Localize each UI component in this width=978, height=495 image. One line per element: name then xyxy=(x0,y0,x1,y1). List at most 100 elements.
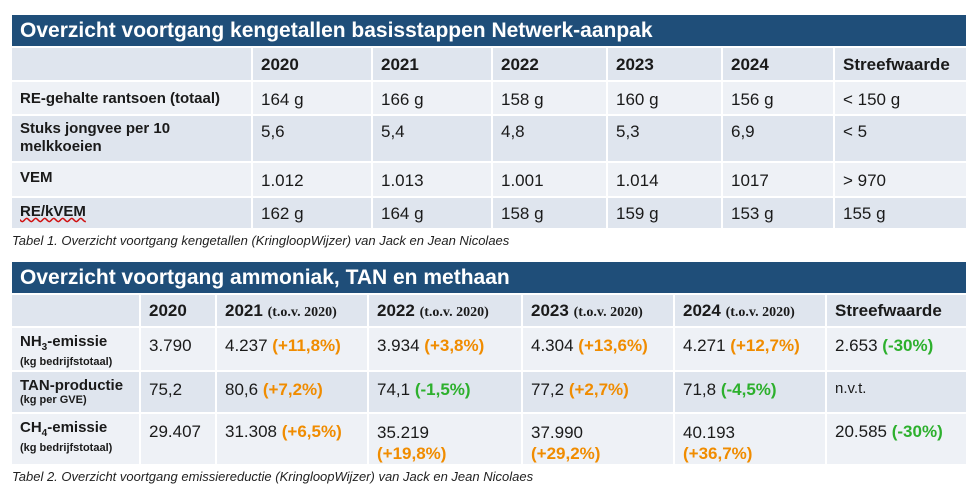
cell-value: 37.990 xyxy=(531,423,583,442)
header-comparison: (t.o.v. 2020) xyxy=(419,305,489,320)
row-label-text: CH xyxy=(20,419,42,436)
table-cell: > 970 xyxy=(834,162,966,198)
table-cell: 1017 xyxy=(722,162,835,198)
table2-caption: Tabel 2. Overzicht voortgang emissieredu… xyxy=(12,469,534,484)
table-row: RE-gehalte rantsoen (totaal) 164 g 166 g… xyxy=(12,81,966,116)
table-cell: 1.012 xyxy=(252,162,373,198)
table1: 2020 2021 2022 2023 2024 Streefwaarde RE… xyxy=(12,48,966,230)
table-cell: 35.219 (+19,8%) xyxy=(368,413,523,466)
table1-title: Overzicht voortgang kengetallen basissta… xyxy=(12,15,966,46)
table-cell: 37.990 (+29,2%) xyxy=(522,413,675,466)
table-cell: n.v.t. xyxy=(826,371,966,414)
table-cell: 4,8 xyxy=(492,115,608,163)
table2-header-cell: 2022 (t.o.v. 2020) xyxy=(368,295,523,328)
table-cell: 71,8 (-4,5%) xyxy=(674,371,827,414)
row-unit: (kg per GVE) xyxy=(20,394,87,406)
table-cell: 158 g xyxy=(492,81,608,116)
table-cell: 156 g xyxy=(722,81,835,116)
table-cell: 3.790 xyxy=(140,327,217,372)
cell-change: (+2,7%) xyxy=(568,380,629,399)
table1-header-cell: 2024 xyxy=(722,48,835,82)
table-cell: < 5 xyxy=(834,115,966,163)
cell-change: (+36,7%) xyxy=(683,444,753,463)
header-year: Streefwaarde xyxy=(835,301,942,320)
cell-change: (+3,8%) xyxy=(424,336,485,355)
cell-value: 2.653 xyxy=(835,336,878,355)
table-cell: 29.407 xyxy=(140,413,217,466)
table-row: NH3-emissie (kg bedrijfstotaal) 3.790 4.… xyxy=(12,327,966,372)
cell-value: 29.407 xyxy=(149,422,201,441)
table2-header-cell: 2021 (t.o.v. 2020) xyxy=(216,295,369,328)
cell-value: n.v.t. xyxy=(835,380,867,397)
header-comparison: (t.o.v. 2020) xyxy=(573,305,643,320)
row-label: TAN-productie (kg per GVE) xyxy=(12,371,141,414)
cell-change: (+6,5%) xyxy=(281,422,342,441)
table1-header-cell: 2023 xyxy=(607,48,723,82)
table-cell: 1.001 xyxy=(492,162,608,198)
table-cell: 164 g xyxy=(372,197,493,230)
cell-value: 71,8 xyxy=(683,380,717,399)
cell-value: 77,2 xyxy=(531,380,565,399)
row-label-subscript: 4 xyxy=(41,428,48,439)
cell-change: (+19,8%) xyxy=(377,444,447,463)
row-label-suffix: -emissie xyxy=(47,333,108,350)
cell-value: 80,6 xyxy=(225,380,259,399)
row-label: VEM xyxy=(12,162,253,198)
header-comparison: (t.o.v. 2020) xyxy=(725,305,795,320)
header-year: 2021 xyxy=(225,301,263,320)
cell-value: 75,2 xyxy=(149,380,183,399)
table-cell: 155 g xyxy=(834,197,966,230)
table1-header-cell: 2022 xyxy=(492,48,608,82)
cell-value: 35.219 xyxy=(377,423,429,442)
row-label: NH3-emissie (kg bedrijfstotaal) xyxy=(12,327,141,372)
cell-change: (+12,7%) xyxy=(730,336,800,355)
table2-header-cell: Streefwaarde xyxy=(826,295,966,328)
table-cell: 153 g xyxy=(722,197,835,230)
table-cell: 20.585 (-30%) xyxy=(826,413,966,466)
table-cell: 1.013 xyxy=(372,162,493,198)
cell-value: 20.585 xyxy=(835,422,887,441)
table-cell: 31.308 (+6,5%) xyxy=(216,413,369,466)
header-year: 2022 xyxy=(377,301,415,320)
header-year: 2020 xyxy=(149,301,187,320)
table-cell: 159 g xyxy=(607,197,723,230)
table-cell: 5,3 xyxy=(607,115,723,163)
table2-header-cell: 2020 xyxy=(140,295,217,328)
table1-caption: Tabel 1. Overzicht voortgang kengetallen… xyxy=(12,233,510,248)
cell-value: 31.308 xyxy=(225,422,277,441)
table-cell: < 150 g xyxy=(834,81,966,116)
table-cell: 5,4 xyxy=(372,115,493,163)
cell-change: (+29,2%) xyxy=(531,444,601,463)
header-comparison: (t.o.v. 2020) xyxy=(267,305,337,320)
row-label-text: NH xyxy=(20,333,42,350)
table-cell: 3.934 (+3,8%) xyxy=(368,327,523,372)
cell-change: (-4,5%) xyxy=(720,380,777,399)
cell-change: (-30%) xyxy=(891,422,943,441)
table-cell: 158 g xyxy=(492,197,608,230)
table2-header-row: 2020 2021 (t.o.v. 2020) 2022 (t.o.v. 202… xyxy=(12,295,966,328)
table2-header-blank xyxy=(12,295,141,328)
cell-value: 3.790 xyxy=(149,336,192,355)
table2-title: Overzicht voortgang ammoniak, TAN en met… xyxy=(12,262,966,293)
table-cell: 166 g xyxy=(372,81,493,116)
cell-change: (-1,5%) xyxy=(414,380,471,399)
table1-header-cell: Streefwaarde xyxy=(834,48,966,82)
cell-value: 40.193 xyxy=(683,423,735,442)
row-label-suffix: -emissie xyxy=(47,419,108,436)
table-row: Stuks jongvee per 10 melkkoeien 5,6 5,4 … xyxy=(12,115,966,163)
table1-header-cell: 2021 xyxy=(372,48,493,82)
table1-header-cell: 2020 xyxy=(252,48,373,82)
row-label: RE/kVEM xyxy=(12,197,253,230)
table-row: VEM 1.012 1.013 1.001 1.014 1017 > 970 xyxy=(12,162,966,198)
row-label: CH4-emissie (kg bedrijfstotaal) xyxy=(12,413,141,466)
table-row: CH4-emissie (kg bedrijfstotaal) 29.407 3… xyxy=(12,413,966,466)
table-cell: 162 g xyxy=(252,197,373,230)
row-label: Stuks jongvee per 10 melkkoeien xyxy=(12,115,253,163)
table-cell: 74,1 (-1,5%) xyxy=(368,371,523,414)
cell-change: (+11,8%) xyxy=(272,336,341,355)
cell-change: (-30%) xyxy=(882,336,934,355)
cell-value: 3.934 xyxy=(377,336,420,355)
table-row: TAN-productie (kg per GVE) 75,2 80,6 (+7… xyxy=(12,371,966,414)
table-cell: 4.271 (+12,7%) xyxy=(674,327,827,372)
table-cell: 80,6 (+7,2%) xyxy=(216,371,369,414)
